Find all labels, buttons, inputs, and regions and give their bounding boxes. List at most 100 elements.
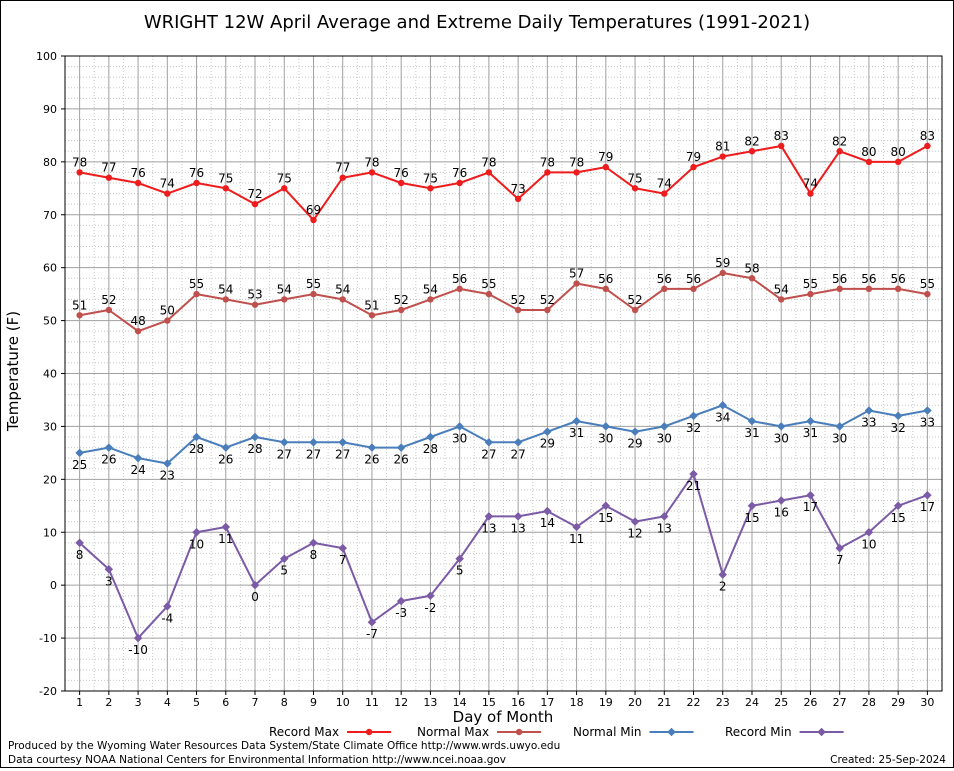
normal-max-data-label: 56 [891,272,906,286]
normal-max-point [602,285,610,293]
normal-min-data-label: 32 [891,421,906,435]
x-tick-label: 13 [423,696,437,709]
x-tick-label: 20 [628,696,642,709]
normal-min-point [689,411,698,421]
normal-max-data-label: 54 [335,282,350,296]
normal-min-data-label: 26 [101,453,116,467]
normal-min-point [75,448,84,458]
legend-marker [817,727,826,737]
legend-label: Record Max [269,725,339,739]
footer-data-courtesy: Data courtesy NOAA National Centers for … [8,754,506,766]
y-tick-label: 10 [43,526,57,539]
record-min-data-label: 3 [105,574,113,588]
record-min-data-label: 5 [456,564,464,578]
record-min-data-label: 8 [310,548,318,562]
legend-item-normal-min: Normal Min [573,725,694,739]
x-tick-label: 18 [570,696,584,709]
record-max-point [807,190,814,197]
normal-max-data-label: 51 [364,298,379,312]
normal-min-point [426,432,435,442]
record-min-data-label: 0 [251,590,259,604]
record-max-point [456,179,463,187]
record-max-point [105,174,113,181]
x-tick-label: 8 [281,696,288,709]
y-tick-label: 70 [43,209,57,222]
normal-max-point [690,285,697,293]
normal-max-point [281,296,288,303]
x-tick-label: 23 [716,696,730,709]
record-min-point [835,543,845,553]
record-min-point [689,469,698,479]
normal-min-point [864,406,874,415]
record-max-data-label: 76 [130,166,145,180]
x-axis-label: Day of Month [453,708,554,726]
record-min-point [923,490,932,500]
record-min-point [367,617,377,627]
record-max-data-label: 75 [627,171,642,185]
record-min-data-label: 13 [481,521,496,535]
record-max-data-label: 83 [774,129,789,143]
record-max-data-label: 78 [364,155,379,169]
normal-max-data-label: 58 [744,261,759,275]
normal-min-point [367,443,377,452]
normal-min-point [221,443,231,452]
record-min-point [659,512,669,521]
normal-max-point [631,306,639,314]
record-max-data-label: 78 [481,155,496,169]
record-max-point [251,200,259,208]
normal-min-point [162,459,172,468]
record-max-point [485,169,493,176]
record-min-point [250,580,260,590]
record-max-point [661,190,668,197]
record-max-point [76,169,83,176]
record-max-data-label: 79 [598,150,613,164]
record-min-data-label: 5 [280,564,288,578]
record-max-point [865,158,873,166]
record-max-point [631,185,639,192]
record-min-data-label: 13 [657,521,672,535]
normal-min-point [630,427,640,437]
normal-max-data-label: 55 [481,277,496,291]
record-min-data-label: 14 [540,516,555,530]
normal-min-point [250,432,260,442]
x-tick-label: 16 [511,696,525,709]
record-max-data-label: 82 [832,134,847,148]
normal-max-data-label: 48 [130,314,145,328]
normal-max-point [105,306,113,314]
record-min-data-label: 12 [627,527,642,541]
normal-max-data-label: 52 [394,293,409,307]
x-tick-label: 15 [482,696,496,709]
record-max-point [719,153,726,160]
series-normal-max: 51 52 48 50 55 54 53 54 55 54 51 52 54 56 55 52 52 57 56 52… [72,256,935,335]
record-max-point [836,148,843,155]
normal-min-data-label: 27 [306,447,321,461]
record-max-data-label: 78 [569,155,584,169]
normal-max-point [310,290,317,298]
normal-min-line [79,404,928,465]
record-min-data-label: -3 [395,606,407,620]
record-min-point [630,517,640,527]
footer-produced-by: Produced by the Wyoming Water Resources … [8,740,560,752]
normal-max-point [514,306,522,314]
normal-max-data-label: 51 [72,298,87,312]
record-max-point [368,169,376,176]
y-tick-label: -20 [39,685,57,698]
record-max-data-label: 73 [510,182,525,196]
x-tick-label: 1 [76,696,83,709]
normal-min-data-label: 31 [744,426,759,440]
record-min-data-label: -7 [366,627,378,641]
normal-min-data-label: 30 [657,431,672,445]
record-min-data-label: 15 [744,511,759,525]
record-max-data-label: 83 [920,129,935,143]
normal-min-point [776,422,786,431]
normal-max-data-label: 50 [160,304,175,318]
normal-max-data-label: 55 [803,277,818,291]
normal-min-data-label: 24 [130,463,145,477]
normal-min-point [718,400,728,410]
x-tick-label: 4 [164,696,171,709]
normal-max-data-label: 55 [306,277,321,291]
record-min-data-label: 7 [339,553,347,567]
record-min-point [601,501,611,511]
record-max-point [602,163,610,171]
normal-min-data-label: 25 [72,458,87,472]
